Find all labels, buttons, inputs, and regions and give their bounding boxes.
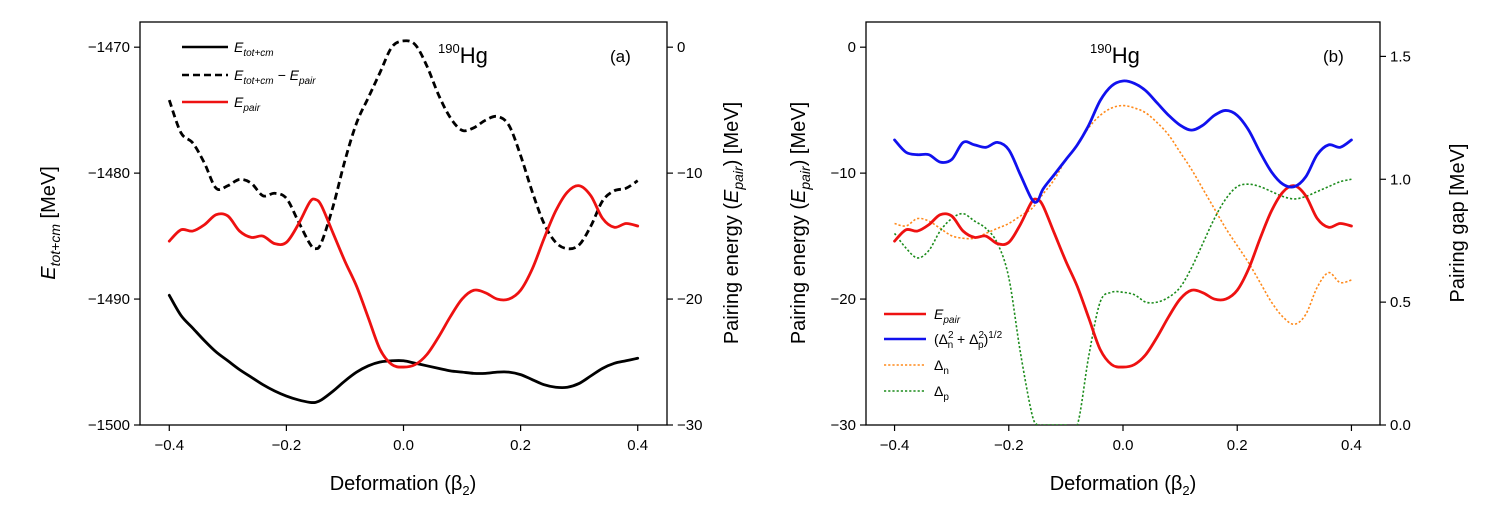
x-tick-label-b-4: 0.4 <box>1341 437 1362 454</box>
panel-a: −0.4 −0.2 0.0 0.2 0.4 −1500 −1490 −1480 −1470 −30… <box>38 21 746 498</box>
y-left-tick-label-b-2: −10 <box>831 165 856 182</box>
plot-frame-a <box>139 21 668 426</box>
legend-label-etot: Etot+cm <box>234 39 274 59</box>
series-line-gap_p <box>893 178 1352 425</box>
x-tick-label-a-2: 0.0 <box>393 437 414 454</box>
y-left-tick-label-b-1: −20 <box>831 291 856 308</box>
x-tick-label-b-2: 0.0 <box>1113 437 1134 454</box>
y-left-tick-label-a-1: −1490 <box>88 291 130 308</box>
y-right-tick-label-b-0: 0.0 <box>1390 417 1411 434</box>
y-right-tick-label-a-1: −20 <box>677 291 702 308</box>
y-left-tick-label-a-3: −1470 <box>88 39 130 56</box>
y-right-tick-label-b-1: 0.5 <box>1390 294 1411 311</box>
series-line-etot_minus_epair <box>167 39 639 251</box>
y-left-tick-label-b-3: 0 <box>848 39 856 56</box>
nucleus-label-b: 190Hg <box>1090 41 1140 68</box>
y-right-tick-label-a-2: −10 <box>677 165 702 182</box>
series-line-epair_b <box>893 184 1353 369</box>
y-right-tick-label-b-3: 1.5 <box>1390 48 1411 65</box>
y-axis-title-left-b: Pairing energy (Epair) [MeV] <box>788 102 813 344</box>
x-axis-title-a: Deformation (β2) <box>330 473 477 498</box>
x-tick-label-a-1: −0.2 <box>272 437 302 454</box>
y-left-tick-label-b-0: −30 <box>831 417 856 434</box>
legend-label-epair-a: Epair <box>234 94 261 114</box>
series-line-epair <box>167 184 640 369</box>
x-tick-label-a-0: −0.4 <box>154 437 184 454</box>
y-axis-title-left-a: Etot+cm [MeV] <box>38 166 63 280</box>
panel-label-a: (a) <box>610 47 631 66</box>
legend-label-gap-p: Δp <box>934 383 949 403</box>
legend-label-gap-total: (Δ2 n + Δ2 p)1/2 <box>934 330 1003 351</box>
x-axis-title-b: Deformation (β2) <box>1050 473 1197 498</box>
series-a <box>167 39 640 405</box>
legend-label-epair-b: Epair <box>934 306 961 326</box>
y-left-tick-label-a-2: −1480 <box>88 165 130 182</box>
y-right-tick-label-a-0: −30 <box>677 417 702 434</box>
legend-label-etot-minus-epair: Etot+cm − Epair <box>234 67 316 87</box>
series-line-etot <box>167 293 640 405</box>
legend-a: Etot+cm Etot+cm − Epair Epair <box>182 39 316 114</box>
x-tick-label-a-3: 0.2 <box>510 437 531 454</box>
x-tick-label-b-0: −0.4 <box>880 437 910 454</box>
series-line-gap_n <box>894 104 1352 326</box>
y-left-tick-label-a-0: −1500 <box>88 417 130 434</box>
legend-b: Epair (Δ2 n + Δ2 p)1/2 Δn Δp <box>884 306 1003 403</box>
panel-label-b: (b) <box>1323 47 1344 66</box>
x-tick-label-b-3: 0.2 <box>1227 437 1248 454</box>
x-tick-label-a-4: 0.4 <box>627 437 648 454</box>
x-tick-label-b-1: −0.2 <box>994 437 1024 454</box>
legend-label-gap-n: Δn <box>934 357 949 377</box>
series-line-gap_total <box>893 79 1353 204</box>
panel-b: −0.4 −0.2 0.0 0.2 0.4−30−20−1000.00.51.01.5 … <box>788 21 1469 498</box>
y-axis-title-right-b: Pairing gap [MeV] <box>1447 144 1469 303</box>
ticks-a: −0.4 −0.2 0.0 0.2 0.4 −1500 −1490 −1480 −1470 −30… <box>88 39 703 454</box>
y-right-tick-label-a-3: 0 <box>677 39 685 56</box>
ticks-b: −0.4 −0.2 0.0 0.2 0.4 −30 −20 −10 0 0.0 0.5 1.0 1.5 <box>831 39 1411 454</box>
series-b <box>893 79 1353 425</box>
y-right-tick-label-b-2: 1.0 <box>1390 171 1411 188</box>
y-axis-title-right-a: Pairing energy (Epair) [MeV] <box>721 102 746 344</box>
nucleus-label-a: 190Hg <box>438 41 488 68</box>
